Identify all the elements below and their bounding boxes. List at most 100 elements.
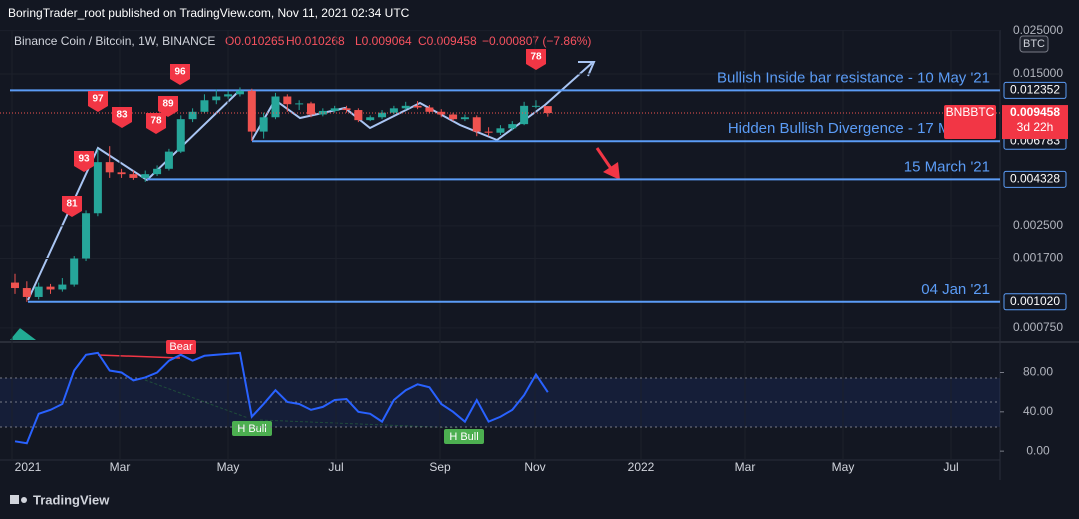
countdown: 3d 22h (1017, 120, 1054, 134)
candle-body (153, 168, 162, 175)
level-text: Bullish Inside bar resistance - 10 May '… (717, 69, 990, 86)
rsi-tick-label: 40.00 (1023, 404, 1053, 418)
arrow-head (578, 61, 596, 77)
marker: 97 (92, 94, 104, 105)
marker: 96 (174, 67, 186, 78)
last-symbol: BNBBTC (946, 105, 995, 119)
level-label-bg (1003, 293, 1067, 311)
high: H0.010268 (286, 34, 345, 48)
candle-body (141, 174, 150, 178)
rsi-tick-label: 80.00 (1023, 365, 1053, 379)
x-tick-label: Mar (735, 460, 756, 474)
marker-bg (112, 107, 132, 128)
level-text: 04 Jan '21 (921, 281, 990, 298)
bear-divergence (97, 354, 181, 359)
candle-body (259, 117, 268, 132)
rsi-line (14, 351, 549, 445)
trend-line (27, 91, 239, 301)
marker-bg (526, 49, 546, 70)
candle-body (164, 151, 173, 169)
marker-bg (170, 64, 190, 85)
x-tick-label: 2022 (628, 460, 655, 474)
candle-body (46, 286, 55, 290)
marker: 81 (66, 199, 78, 210)
level-label: 0.001020 (1010, 294, 1060, 308)
candle-body (330, 108, 339, 111)
candle-body (460, 117, 469, 120)
candle-body (508, 124, 517, 129)
candle-body (366, 117, 375, 121)
hbull-label: H Bull (449, 431, 478, 443)
candle-body (401, 105, 410, 109)
publisher: BoringTrader_root published on TradingVi… (8, 6, 410, 20)
candle-body (484, 131, 493, 133)
candle-body (200, 100, 209, 112)
candle-body (22, 288, 31, 297)
candle-body (58, 284, 67, 290)
hbull-label: H Bull (237, 423, 266, 435)
candle-body (247, 90, 256, 132)
rsi-tick-label: 0.00 (1026, 443, 1050, 457)
candle-body (531, 105, 540, 107)
y-tick-label: 0.002500 (1013, 218, 1063, 232)
candle-body (378, 112, 387, 118)
candle-body (449, 114, 458, 120)
candle-body (224, 94, 233, 97)
level-label-bg (1003, 170, 1067, 188)
hbull-label-bg (444, 429, 484, 444)
candle-body (520, 105, 529, 125)
x-tick-label: Nov (524, 460, 545, 474)
marker-bg (62, 196, 82, 217)
candle-body (543, 106, 552, 114)
hbull-label-bg (232, 421, 272, 436)
change: −0.000807 (−7.86%) (482, 34, 591, 48)
candle-body (82, 213, 91, 259)
candle-body (354, 110, 363, 121)
candle-body (188, 111, 197, 120)
marker: 93 (78, 154, 90, 165)
candle-body (389, 108, 398, 113)
level-label-bg (1003, 81, 1067, 99)
last-badge (944, 105, 996, 140)
candle-body (472, 117, 481, 132)
candle-body (34, 286, 43, 297)
candle-body (318, 110, 327, 115)
x-tick-label: Jul (943, 460, 958, 474)
level-label: 0.004328 (1010, 171, 1060, 185)
currency-badge (1019, 35, 1049, 53)
last-label-bg (1002, 105, 1068, 140)
close: C0.009458 (418, 34, 477, 48)
candle-body (342, 108, 351, 111)
candle-body (307, 103, 315, 115)
y-tick-label: 0.015000 (1013, 66, 1063, 80)
candle-body (117, 172, 126, 175)
marker: 83 (116, 110, 128, 121)
last-label: 0.009458 (1010, 105, 1060, 119)
marker-bg (74, 151, 94, 172)
candle-body (70, 258, 79, 285)
candle-body (425, 107, 434, 112)
marker: 89 (162, 99, 174, 110)
candle-body (105, 162, 114, 173)
marker-bg (146, 113, 166, 134)
y-tick-label: 0.001700 (1013, 251, 1063, 265)
candle-body (496, 128, 505, 133)
candle-body (93, 162, 102, 214)
candle-body (271, 96, 280, 118)
brand: TradingView (33, 492, 110, 507)
level-text: Hidden Bullish Divergence - 17 May '21 (728, 120, 990, 137)
level-label: 0.012352 (1010, 83, 1060, 97)
candle-body (129, 174, 138, 178)
bear-label-bg (166, 340, 196, 354)
x-tick-label: May (217, 460, 240, 474)
level-text: 15 March '21 (904, 158, 990, 175)
candle-body (11, 282, 19, 289)
candle-body (413, 105, 422, 108)
logo (10, 495, 27, 504)
x-tick-label: 2021 (15, 460, 42, 474)
indicator-shape (10, 328, 36, 340)
candle-body (283, 96, 292, 105)
down-arrow-head (603, 162, 620, 180)
down-arrow (595, 147, 614, 171)
candle-body (295, 103, 304, 105)
